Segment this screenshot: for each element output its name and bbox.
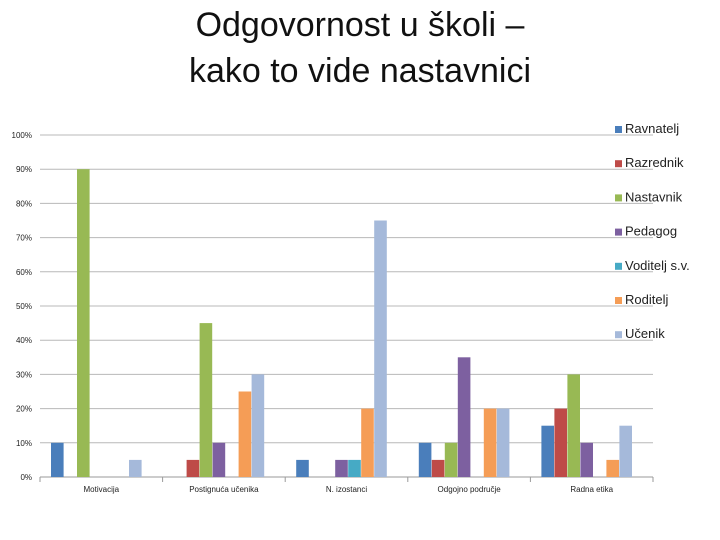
legend-swatch [615,297,622,304]
bar [374,220,387,477]
bar [418,442,432,477]
y-tick-label: 100% [12,131,32,140]
y-tick-label: 40% [16,336,32,345]
bar [361,408,374,477]
y-tick-label: 30% [16,370,32,379]
bar [348,459,361,477]
bar [444,442,458,477]
bar [483,408,497,477]
bar [567,374,580,477]
bar [212,442,226,477]
y-tick-label: 70% [16,234,32,243]
chart-title-line-2: kako to vide nastavnici [188,52,532,90]
bar [186,459,200,477]
y-tick-label: 0% [20,473,32,482]
x-tick-label: N. izostanci [326,485,368,494]
bar [51,442,64,477]
y-tick-label: 90% [16,165,32,174]
bar [619,425,632,477]
y-tick-label: 10% [16,439,32,448]
bar [251,374,265,477]
bar [238,391,252,477]
legend-swatch [615,126,622,133]
chart-title: Odgovornost u školi – kako to vide nasta… [0,0,720,94]
bar [129,459,142,477]
bar [431,459,445,477]
legend-label: Pedagog [625,224,677,239]
x-tick-label: Motivacija [84,485,120,494]
bar [457,357,471,477]
legend-label: Nastavnik [625,189,683,204]
y-tick-label: 60% [16,268,32,277]
chart-title-line-1: Odgovornost u školi – [195,6,525,44]
y-tick-label: 20% [16,405,32,414]
legend-swatch [615,331,622,339]
bar [199,323,213,477]
bar [496,408,510,477]
legend-label: Učenik [625,326,665,341]
x-tick-label: Odgojno područje [438,485,502,494]
bar [606,459,619,477]
bar [335,459,348,477]
legend-swatch [615,194,622,202]
legend-label: Razrednik [625,155,684,170]
y-tick-label: 50% [16,302,32,311]
legend-swatch [615,160,622,168]
legend-swatch [615,228,622,236]
x-tick-label: Radna etika [570,485,613,494]
legend-label: Roditelj [625,292,668,307]
bar [541,425,554,477]
bar [296,459,309,477]
y-tick-label: 80% [16,199,32,208]
bar [554,408,567,477]
bar [580,442,593,477]
bar [77,169,90,477]
legend-label: Voditelj s.v. [625,258,690,273]
x-tick-label: Postignuća učenika [189,485,259,494]
legend-label: Ravnatelj [625,121,679,136]
legend-swatch [615,262,622,270]
